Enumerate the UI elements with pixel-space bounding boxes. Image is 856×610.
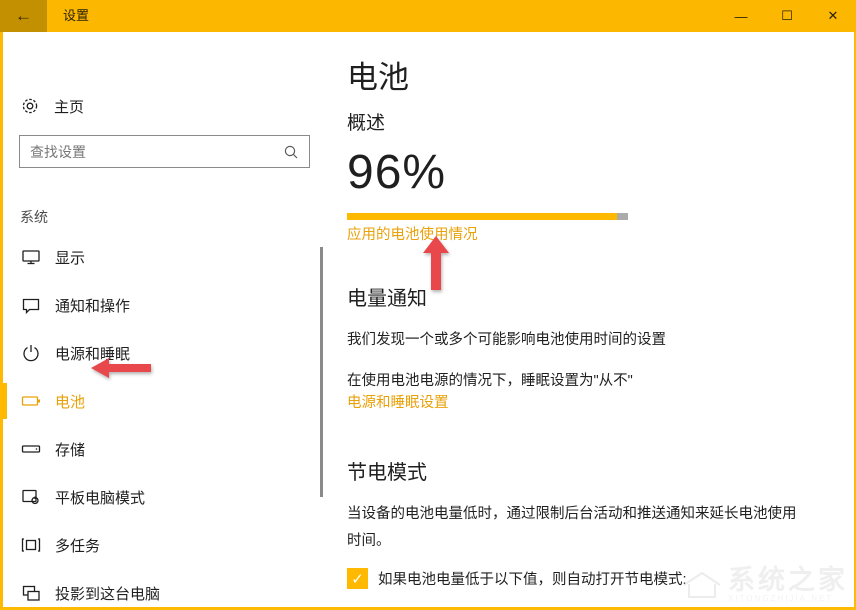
saver-checkbox-row[interactable]: ✓ 如果电池电量低于以下值，则自动打开节电模式: bbox=[347, 568, 687, 589]
back-arrow-icon: ← bbox=[15, 6, 32, 25]
checkbox-checked[interactable]: ✓ bbox=[347, 568, 368, 589]
battery-icon bbox=[20, 390, 42, 412]
sidebar-item-display[interactable]: 显示 bbox=[3, 233, 315, 281]
saver-checkbox-label: 如果电池电量低于以下值，则自动打开节电模式: bbox=[378, 572, 687, 588]
sidebar-item-label: 通知和操作 bbox=[55, 297, 131, 315]
sidebar-item-projecting[interactable]: 投影到这台电脑 bbox=[3, 569, 315, 610]
sidebar: 主页 系统 显示 bbox=[0, 32, 333, 610]
sidebar-scrollbar[interactable] bbox=[320, 247, 323, 497]
notifications-heading: 电量通知 bbox=[347, 288, 427, 310]
battery-usage-link[interactable]: 应用的电池使用情况 bbox=[347, 227, 478, 243]
power-icon bbox=[20, 342, 42, 364]
minimize-button[interactable]: — bbox=[718, 0, 764, 32]
selected-indicator bbox=[0, 383, 7, 419]
sidebar-item-tablet-mode[interactable]: 平板电脑模式 bbox=[3, 473, 315, 521]
sidebar-item-battery[interactable]: 电池 bbox=[0, 377, 315, 425]
search-icon[interactable] bbox=[283, 144, 299, 160]
sidebar-item-label: 平板电脑模式 bbox=[55, 489, 146, 507]
sidebar-item-label: 显示 bbox=[55, 249, 86, 267]
sidebar-item-label: 投影到这台电脑 bbox=[55, 585, 161, 603]
sidebar-section-label: 系统 bbox=[20, 209, 48, 225]
sidebar-item-label: 存储 bbox=[55, 441, 86, 459]
battery-progress-fill bbox=[347, 213, 617, 220]
checkmark-icon: ✓ bbox=[351, 570, 364, 588]
display-icon bbox=[20, 246, 42, 268]
notifications-sleep-text: 在使用电池电源的情况下，睡眠设置为"从不" bbox=[347, 373, 633, 389]
notifications-found-text: 我们发现一个或多个可能影响电池使用时间的设置 bbox=[347, 332, 666, 348]
sidebar-nav: 显示 通知和操作 电源和睡眠 bbox=[0, 233, 315, 610]
main-content: 电池 概述 96% 应用的电池使用情况 电量通知 我们发现一个或多个可能影响电池… bbox=[347, 32, 854, 607]
sidebar-home-label: 主页 bbox=[54, 98, 85, 116]
maximize-icon: ☐ bbox=[781, 8, 793, 23]
page-title: 电池 bbox=[347, 60, 409, 95]
notifications-icon bbox=[20, 294, 42, 316]
titlebar: ← 设置 — ☐ ✕ bbox=[0, 0, 856, 32]
sidebar-item-home[interactable]: 主页 bbox=[3, 90, 313, 122]
close-button[interactable]: ✕ bbox=[810, 0, 856, 32]
sidebar-item-label: 电池 bbox=[55, 393, 86, 411]
multitasking-icon bbox=[20, 534, 42, 556]
sidebar-item-power-sleep[interactable]: 电源和睡眠 bbox=[3, 329, 315, 377]
projecting-icon bbox=[20, 582, 42, 604]
close-icon: ✕ bbox=[827, 8, 839, 23]
search-input[interactable] bbox=[20, 143, 283, 160]
power-sleep-settings-link[interactable]: 电源和睡眠设置 bbox=[347, 395, 449, 411]
overview-heading: 概述 bbox=[347, 113, 386, 134]
sidebar-item-multitasking[interactable]: 多任务 bbox=[3, 521, 315, 569]
saver-description: 当设备的电池电量低时，通过限制后台活动和推送通知来延长电池使用时间。 bbox=[347, 506, 797, 549]
saver-heading: 节电模式 bbox=[347, 462, 427, 484]
gear-icon bbox=[20, 96, 40, 116]
minimize-icon: — bbox=[734, 8, 748, 24]
maximize-button[interactable]: ☐ bbox=[764, 0, 810, 32]
storage-icon bbox=[20, 438, 42, 460]
battery-percent: 96% bbox=[347, 146, 447, 199]
window-title: 设置 bbox=[63, 8, 90, 23]
sidebar-item-label: 多任务 bbox=[55, 537, 101, 555]
search-box bbox=[19, 135, 310, 168]
titlebar-drag-area bbox=[89, 0, 718, 32]
tablet-mode-icon bbox=[20, 486, 42, 508]
sidebar-item-storage[interactable]: 存储 bbox=[3, 425, 315, 473]
back-button[interactable]: ← bbox=[0, 0, 47, 32]
battery-progress-bar bbox=[347, 213, 628, 220]
sidebar-item-label: 电源和睡眠 bbox=[55, 345, 131, 363]
sidebar-item-notifications[interactable]: 通知和操作 bbox=[3, 281, 315, 329]
